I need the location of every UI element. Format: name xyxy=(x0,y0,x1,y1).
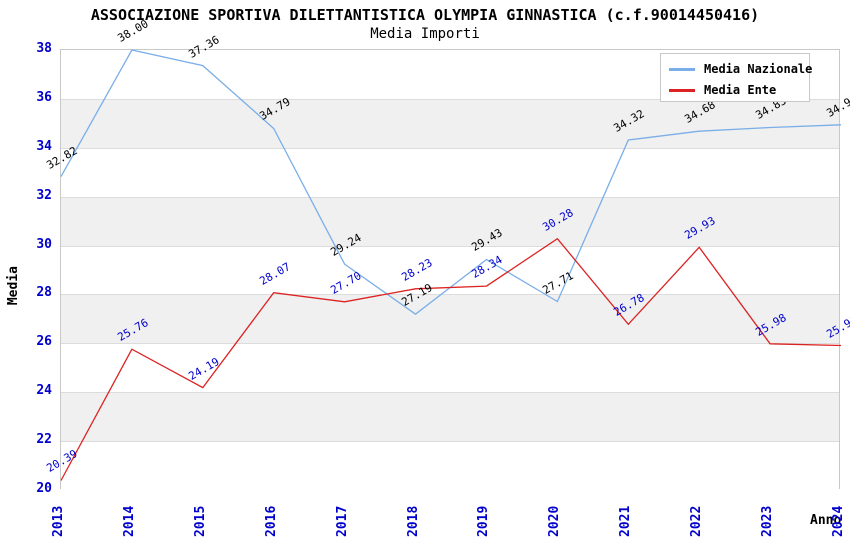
chart-subtitle: Media Importi xyxy=(370,26,480,42)
y-tick-label: 22 xyxy=(36,432,52,448)
background-band xyxy=(61,343,839,393)
y-tick-label: 20 xyxy=(36,481,52,496)
x-tick-label: 2015 xyxy=(192,505,208,537)
x-tick-label: 2021 xyxy=(618,505,634,537)
legend-item-media-ente: Media Ente xyxy=(661,81,776,99)
series-lines xyxy=(60,49,842,481)
media-nazionale-line-swatch-icon xyxy=(669,67,695,71)
x-tick-label: 2019 xyxy=(476,505,492,537)
y-tick-label: 30 xyxy=(36,236,52,252)
x-tick-label: 2017 xyxy=(334,505,350,537)
gridline xyxy=(61,196,839,198)
background-band xyxy=(61,98,839,148)
legend: Media Nazionale Media Ente xyxy=(660,53,812,102)
y-tick-label: 32 xyxy=(36,187,52,203)
x-axis-title: Anno xyxy=(810,513,842,528)
media-ente-line xyxy=(60,237,842,481)
gridline xyxy=(61,98,839,100)
gridline xyxy=(61,441,839,443)
background-band xyxy=(61,441,839,490)
y-tick-label: 34 xyxy=(36,138,52,154)
background-band xyxy=(61,294,839,344)
legend-label: Media Ente xyxy=(704,83,777,97)
x-tick-label: 2013 xyxy=(51,505,66,537)
background-band xyxy=(61,196,839,246)
plot-area xyxy=(60,49,842,490)
x-tick-label: 2022 xyxy=(689,505,705,537)
y-tick-label: 24 xyxy=(36,383,52,399)
x-tick-label: 2016 xyxy=(263,505,279,537)
gridline xyxy=(61,294,839,296)
y-tick-label: 26 xyxy=(36,334,52,350)
background-band xyxy=(61,392,839,442)
gridline xyxy=(61,245,839,247)
media-ente-line-swatch-icon xyxy=(669,88,695,92)
gridline xyxy=(61,147,839,149)
x-tick-label: 2020 xyxy=(547,505,563,537)
background-band xyxy=(61,245,839,295)
x-tick-label: 2024 xyxy=(831,505,846,537)
chart-title: ASSOCIAZIONE SPORTIVA DILETTANTISTICA OL… xyxy=(90,6,760,24)
y-tick-label: 28 xyxy=(36,285,52,301)
legend-item-media-nazionale: Media Nazionale xyxy=(661,60,812,78)
x-tick-label: 2018 xyxy=(405,505,421,537)
x-tick-label: 2023 xyxy=(760,505,776,537)
y-tick-label: 36 xyxy=(36,89,52,105)
background-band xyxy=(61,147,839,197)
y-tick-label: 38 xyxy=(36,41,52,56)
gridline xyxy=(61,343,839,345)
x-tick-label: 2014 xyxy=(121,505,137,537)
gridline xyxy=(61,392,839,394)
legend-label: Media Nazionale xyxy=(704,62,813,76)
